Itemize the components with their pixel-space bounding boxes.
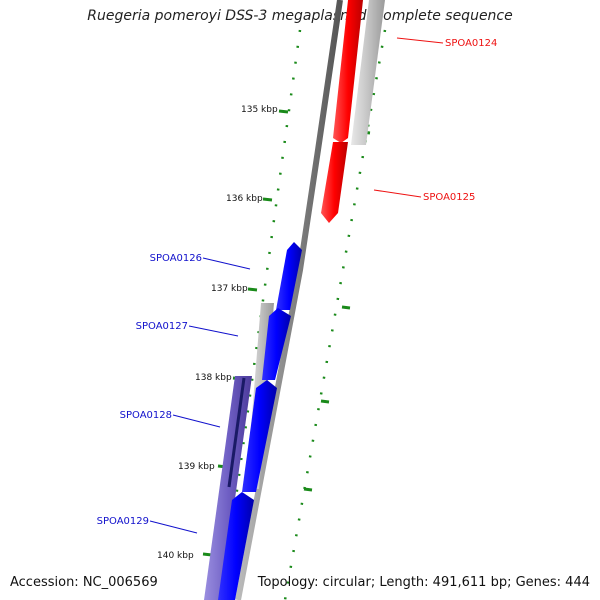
gene-spoa0124-arrow[interactable] <box>333 0 363 143</box>
gene-label-spoa0129[interactable]: SPOA0129 <box>97 516 149 527</box>
connector <box>188 325 239 337</box>
major-tick <box>303 487 313 492</box>
summary-text: Topology: circular; Length: 491,611 bp; … <box>257 575 590 590</box>
connector <box>202 257 251 270</box>
backbone <box>235 0 343 600</box>
tick-label: 136 kbp <box>226 194 263 204</box>
major-tick <box>341 305 351 310</box>
major-tick <box>320 399 330 404</box>
gene-spoa0126-arrow[interactable] <box>276 242 302 310</box>
tick-label: 139 kbp <box>178 462 215 472</box>
tick-label: 138 kbp <box>195 373 232 383</box>
gene-label-spoa0125[interactable]: SPOA0125 <box>423 192 475 203</box>
gene-label-spoa0128[interactable]: SPOA0128 <box>120 410 172 421</box>
map-title: Ruegeria pomeroyi DSS-3 megaplasmid, com… <box>87 8 513 24</box>
gene-spoa0127-arrow[interactable] <box>262 308 291 380</box>
connector <box>172 414 221 428</box>
tick-label: 140 kbp <box>157 551 194 561</box>
major-tick <box>247 287 258 292</box>
inner-dotted-track <box>283 29 387 600</box>
gene-label-spoa0126[interactable]: SPOA0126 <box>150 253 202 264</box>
major-tick <box>262 197 273 202</box>
tick-label: 137 kbp <box>211 284 248 294</box>
accession-text: Accession: NC_006569 <box>10 575 158 590</box>
homology-shade <box>351 0 385 145</box>
gene-spoa0125-arrow[interactable] <box>321 142 348 223</box>
lavender-band-edge <box>227 377 246 488</box>
gene-label-spoa0127[interactable]: SPOA0127 <box>136 321 188 332</box>
gene-spoa0128-arrow[interactable] <box>242 380 277 492</box>
connector <box>396 37 444 44</box>
gene-label-spoa0124[interactable]: SPOA0124 <box>445 38 497 49</box>
major-tick <box>278 109 289 114</box>
connector <box>149 520 198 534</box>
tick-label: 135 kbp <box>241 105 278 115</box>
connector <box>373 189 422 198</box>
gene-spoa0129-arrow[interactable] <box>218 492 254 600</box>
label-connectors <box>149 37 444 534</box>
lavender-band <box>204 376 252 600</box>
